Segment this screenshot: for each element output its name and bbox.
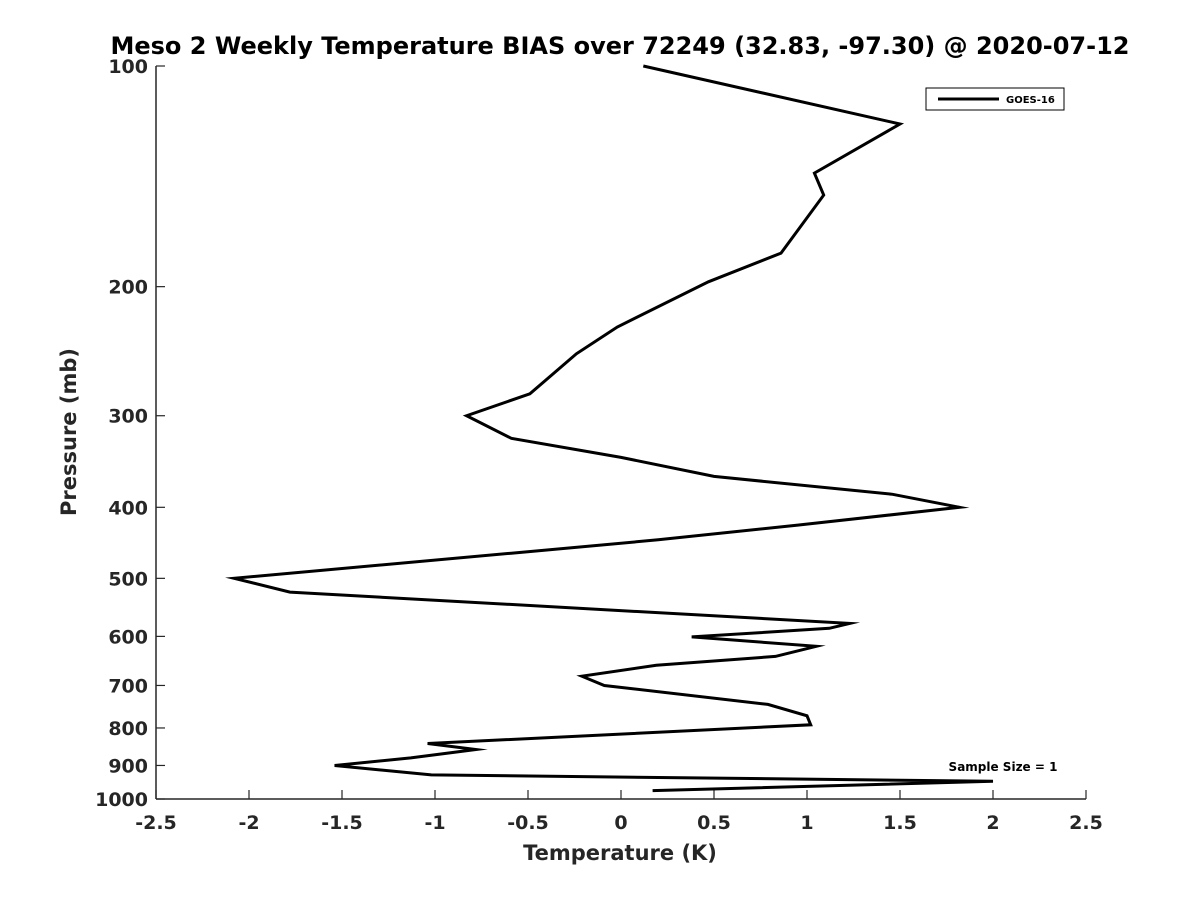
series-line-goes-16 (225, 64, 994, 793)
y-axis-label: Pressure (mb) (57, 348, 81, 516)
y-tick-label: 500 (108, 568, 148, 590)
x-tick-label: -0.5 (507, 812, 549, 834)
x-tick-label: 1 (800, 812, 813, 834)
y-axis-ticks: 100 200 300 400 500 600 700 800 900 1000 (95, 56, 165, 811)
x-tick-label: 1.5 (883, 812, 917, 834)
x-tick-label: 0.5 (697, 812, 731, 834)
x-axis-ticks: -2.5 -2 -1.5 -1 -0.5 0 0.5 1 1.5 2 2.5 (135, 790, 1103, 834)
x-tick-label: -1.5 (321, 812, 363, 834)
plot-area (156, 66, 1086, 799)
x-tick-label: -1 (424, 812, 445, 834)
y-tick-label: 400 (108, 497, 148, 519)
x-tick-label: -2 (238, 812, 259, 834)
y-tick-label: 100 (108, 56, 148, 78)
y-tick-label: 300 (108, 406, 148, 428)
series-layer (225, 64, 994, 793)
chart-title: Meso 2 Weekly Temperature BIAS over 7224… (110, 32, 1129, 60)
x-tick-label: 2.5 (1069, 812, 1103, 834)
legend-label-goes-16: GOES-16 (1006, 95, 1055, 106)
x-axis-label: Temperature (K) (523, 841, 717, 865)
y-tick-label: 700 (108, 675, 148, 697)
x-tick-label: 0 (614, 812, 627, 834)
x-tick-label: -2.5 (135, 812, 177, 834)
sample-size-annotation: Sample Size = 1 (949, 760, 1058, 774)
y-tick-label: 800 (108, 718, 148, 740)
legend: GOES-16 (925, 87, 1065, 111)
y-tick-label: 200 (108, 277, 148, 299)
y-tick-label: 600 (108, 626, 148, 648)
x-tick-label: 2 (986, 812, 999, 834)
y-tick-label: 900 (108, 755, 148, 777)
y-tick-label: 1000 (95, 789, 148, 811)
